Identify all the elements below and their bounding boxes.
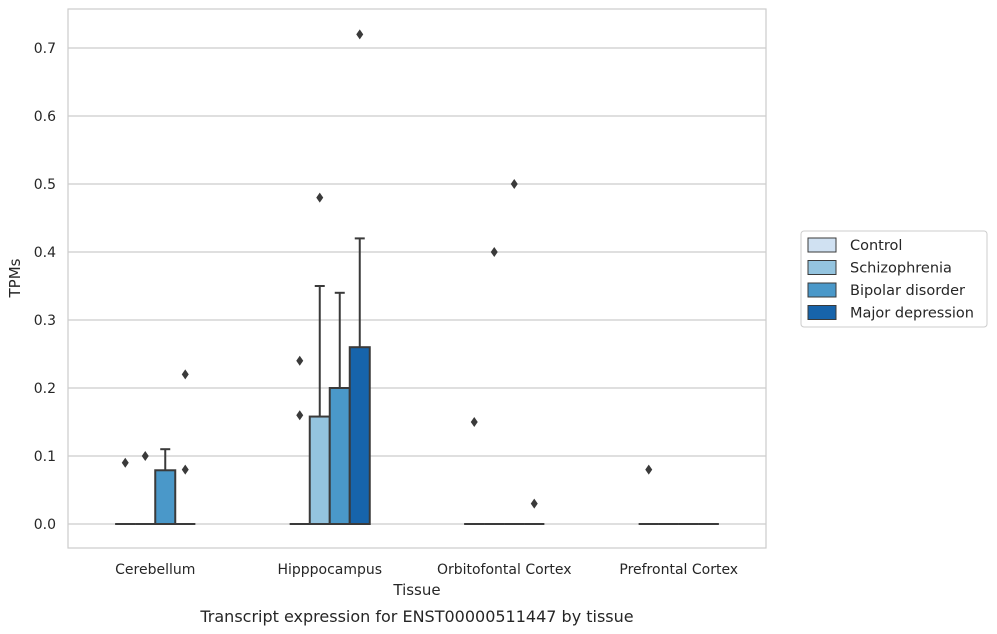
outlier-point [490,247,498,257]
legend-label: Major depression [850,306,974,322]
outlier-point [121,457,129,468]
outlier-point [181,464,189,475]
x-tick-label: Orbitofontal Cortex [437,562,572,578]
box-body [154,469,177,525]
box-major-depression [348,29,371,526]
box-body [308,415,331,525]
grid-lines [68,47,766,525]
outlier-point [296,410,304,421]
x-tick-label: Hipppocampus [277,562,382,578]
box-body [348,346,371,526]
boxes [115,29,719,526]
outlier-point [296,355,304,366]
box-bipolar-disorder [504,179,525,525]
box-schizophrenia [484,247,505,525]
outlier-point [645,464,653,475]
legend-label: Control [850,238,902,254]
legend-label: Schizophrenia [850,261,952,277]
box-control [289,355,310,525]
x-tick-label: Prefrontal Cortex [619,562,738,578]
outlier-point [530,498,538,509]
outlier-point [470,417,478,427]
y-tick-label: 0.4 [34,245,56,261]
x-tick-label: Cerebellum [115,562,195,578]
chart-caption: Transcript expression for ENST0000051144… [199,607,633,626]
legend-frame [800,230,988,328]
legend-label: Bipolar disorder [850,283,965,299]
y-tick-labels: 0.0 0.1 0.2 0.3 0.4 0.5 0.6 0.7 [34,41,56,533]
box-major-depression [175,369,196,525]
plot-frame [67,8,767,549]
y-axis-label: TPMs [6,258,24,298]
y-tick-label: 0.0 [34,517,56,533]
legend: Control Schizophrenia Bipolar disorder Majo… [800,230,988,328]
y-tick-label: 0.3 [34,313,56,329]
box-control [464,417,485,525]
legend-swatch [807,237,837,253]
outlier-point [510,179,518,189]
box-bipolar-disorder [328,291,351,525]
legend-swatch [807,305,837,320]
box-schizophrenia [135,451,156,525]
legend-swatch [807,260,837,275]
x-axis-label: Tissue [392,581,440,599]
y-tick-label: 0.1 [34,449,56,465]
box-bipolar-disorder [154,448,177,525]
y-tick-label: 0.7 [34,41,56,57]
y-tick-label: 0.5 [34,177,56,193]
x-tick-labels: Cerebellum Hipppocampus Orbitofontal Corte… [115,562,738,578]
box-control [638,464,659,525]
box-control [115,457,136,525]
y-tick-label: 0.6 [34,109,56,125]
box-schizophrenia [308,192,331,525]
outlier-point [356,29,364,40]
box-body [328,387,351,525]
legend-swatch [807,282,837,298]
box-major-depression [524,498,545,525]
outlier-point [316,192,324,203]
outlier-point [141,451,149,461]
y-tick-label: 0.2 [34,381,56,397]
outlier-point [181,369,189,380]
